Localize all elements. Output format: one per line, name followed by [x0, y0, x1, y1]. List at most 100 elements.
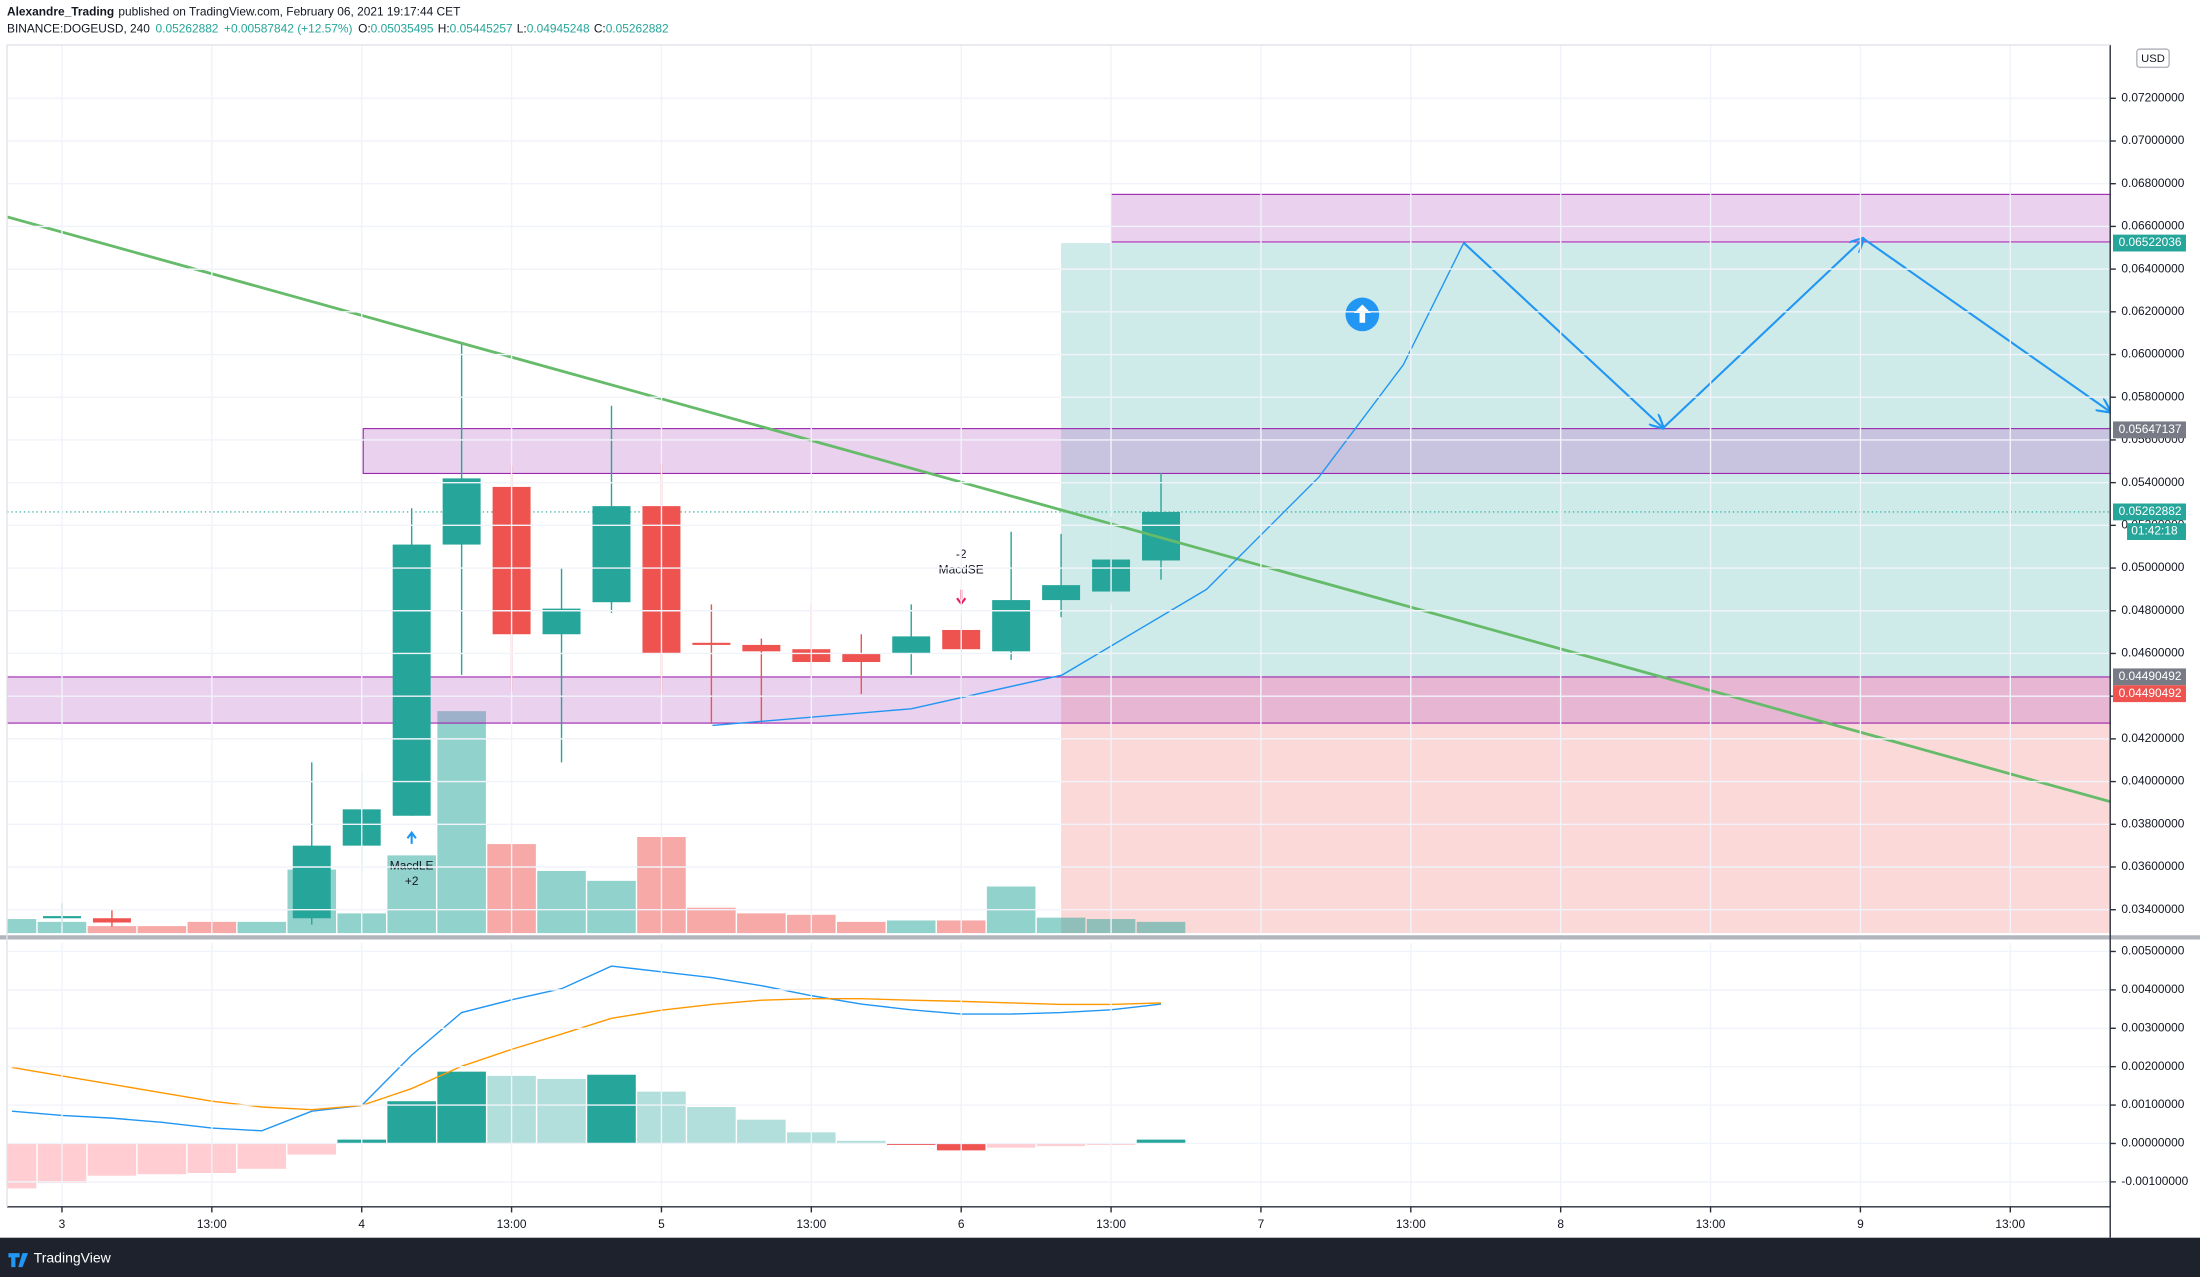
signal-label: +2 — [405, 874, 419, 888]
price-badge — [2113, 234, 2186, 252]
volume-bar — [537, 870, 586, 934]
symbol: BINANCE:DOGEUSD, 240 — [7, 22, 150, 36]
volume-bar — [237, 921, 287, 934]
y-tick-label: 0.06400000 — [2121, 261, 2184, 275]
macd-histogram-bar — [387, 1101, 436, 1144]
volume-bar — [7, 919, 37, 934]
y-tick-label: 0.00400000 — [2121, 982, 2184, 996]
zone — [362, 428, 2111, 475]
y-tick-label: 0.05000000 — [2121, 560, 2184, 574]
macd-histogram-bar — [1036, 1143, 1086, 1147]
volume-bar — [587, 880, 636, 934]
x-tick-label: 13:00 — [1396, 1217, 1426, 1231]
volume-bar — [437, 711, 486, 934]
l-value: 0.04945248 — [527, 22, 590, 36]
plot: -2MacdSEMacdLE+20.034000000.036000000.03… — [0, 44, 2200, 1238]
currency-badge — [2136, 48, 2170, 69]
long-target-area — [1061, 243, 2111, 677]
author: Alexandre_Trading — [7, 5, 114, 19]
macd-histogram-bar — [837, 1140, 886, 1144]
y-tick-label: 0.00200000 — [2121, 1059, 2184, 1073]
price-badge-label: 0.05262882 — [2119, 504, 2182, 518]
h-value: 0.05445257 — [450, 22, 513, 36]
macd-pane — [7, 965, 1186, 1189]
macd-histogram-bar — [1136, 1139, 1186, 1144]
main-pane: -2MacdSEMacdLE+2 — [7, 193, 2111, 934]
price-badge-label: 0.04490492 — [2119, 669, 2182, 683]
published: published on TradingView.com, February 0… — [118, 5, 460, 19]
signal-arrow — [406, 830, 417, 844]
y-tick-label: 0.03600000 — [2121, 859, 2184, 873]
zone — [1110, 193, 2111, 243]
x-tick-label: 6 — [958, 1217, 965, 1231]
price-badge — [2113, 668, 2186, 686]
volume-bar — [1136, 921, 1186, 934]
y-tick-label: 0.04600000 — [2121, 646, 2184, 660]
zone — [7, 676, 2111, 724]
y-tick-label: 0.07200000 — [2121, 90, 2184, 104]
x-tick-label: 5 — [658, 1217, 665, 1231]
x-tick-label: 4 — [358, 1217, 365, 1231]
x-tick-label: 9 — [1857, 1217, 1864, 1231]
y-tick-label: 0.00500000 — [2121, 944, 2184, 958]
y-tick-label: 0.04000000 — [2121, 774, 2184, 788]
macd-line — [11, 997, 1162, 1111]
x-tick-label: 8 — [1557, 1217, 1564, 1231]
y-tick-label: 0.03400000 — [2121, 902, 2184, 916]
y-tick-label: 0.06600000 — [2121, 219, 2184, 233]
macd-histogram-bar — [737, 1119, 786, 1144]
x-tick-label: 13:00 — [197, 1217, 227, 1231]
arrow-icon-glyph — [1353, 304, 1371, 323]
price-badge-label: 0.04490492 — [2119, 686, 2182, 700]
macd-line — [11, 965, 1162, 1132]
candle-body — [292, 845, 331, 919]
last: 0.05262882 — [156, 22, 219, 36]
y-tick-label: 0.00000000 — [2121, 1136, 2184, 1150]
candle-body — [692, 642, 731, 645]
h-label: H: — [438, 22, 450, 36]
volume-bar — [886, 920, 936, 934]
macd-histogram-bar — [687, 1106, 736, 1144]
y-tick-label: 0.05800000 — [2121, 389, 2184, 403]
o-value: 0.05035495 — [371, 22, 434, 36]
macd-histogram-bar — [537, 1078, 586, 1144]
y-tick-label: 0.00100000 — [2121, 1097, 2184, 1111]
macd-histogram-bar — [587, 1074, 636, 1144]
macd-histogram-bar — [986, 1143, 1036, 1148]
header-line: Alexandre_Trading published on TradingVie… — [7, 5, 460, 19]
candle-body — [1042, 585, 1081, 601]
footer-logo — [8, 1253, 29, 1268]
candle-body — [892, 636, 931, 654]
price-badge — [2113, 421, 2186, 439]
footer-bar — [0, 1237, 2200, 1277]
macd-histogram-bar — [287, 1143, 337, 1155]
change: +0.00587842 (+12.57%) — [224, 22, 352, 36]
currency: USD — [2141, 53, 2165, 65]
o-label: O: — [358, 22, 371, 36]
c-label: C: — [594, 22, 606, 36]
long-stop-area — [1061, 676, 2111, 934]
y-tick-label: 0.04800000 — [2121, 603, 2184, 617]
l-label: L: — [517, 22, 527, 36]
projection-path — [1862, 237, 2111, 412]
y-tick-label: 0.06000000 — [2121, 347, 2184, 361]
x-tick-label: 3 — [59, 1217, 66, 1231]
candle-body — [392, 544, 431, 816]
x-tick-label: 13:00 — [1995, 1217, 2025, 1231]
candle-body — [542, 608, 581, 635]
x-tick-label: 13:00 — [1096, 1217, 1126, 1231]
candle-body — [592, 506, 631, 603]
volume-bar — [137, 926, 187, 934]
x-tick-label: 13:00 — [796, 1217, 826, 1231]
y-tick-label: 0.04200000 — [2121, 731, 2184, 745]
trend-line — [7, 215, 2111, 804]
x-tick-label: 13:00 — [497, 1217, 527, 1231]
projection-curve — [712, 242, 1465, 727]
y-tick-label: 0.05400000 — [2121, 475, 2184, 489]
symbol-line: BINANCE:DOGEUSD, 240 0.05262882 +0.0058784… — [7, 22, 669, 36]
y-tick-label: 0.07000000 — [2121, 133, 2184, 147]
macd-histogram-bar — [886, 1143, 936, 1146]
volume-bar — [1036, 917, 1086, 934]
price-badge-label: 0.05647137 — [2119, 422, 2182, 436]
